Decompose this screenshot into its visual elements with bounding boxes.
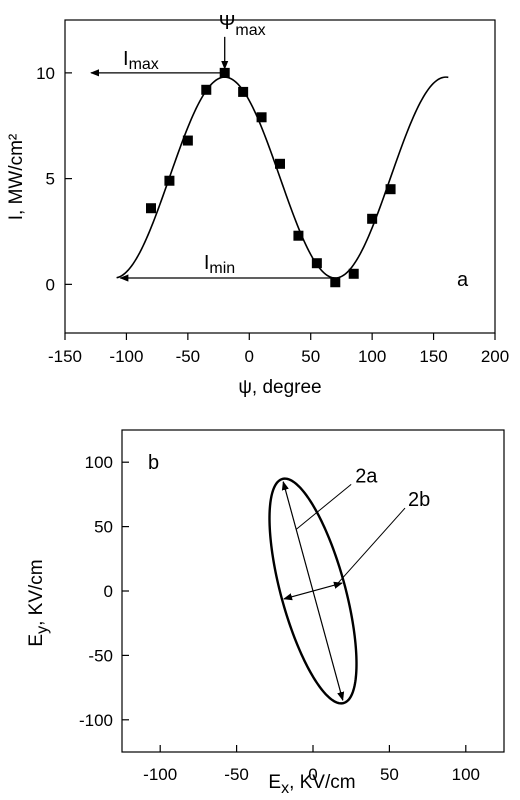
i-max-subscript: max xyxy=(129,56,159,73)
panel-a-y-axis-label: I, MW/cm² xyxy=(6,134,27,221)
panel-a-y-ticks: 0 5 10 xyxy=(36,64,72,294)
panel-b-y-axis-label: Ey, KV/cm xyxy=(26,559,51,646)
panel-b-x-tick-label: -100 xyxy=(143,765,177,784)
i-max-label: Imax xyxy=(123,48,159,73)
panel-a: -150 -100 -50 0 50 100 150 200 0 5 10 Ψmax Imax I… xyxy=(6,12,509,398)
data-point xyxy=(146,203,156,213)
panel-b-y-tick-label: 0 xyxy=(104,582,113,601)
psi-max-symbol: Ψ xyxy=(219,12,236,34)
panel-a-x-ticks: -150 -100 -50 0 50 100 150 200 xyxy=(48,333,509,366)
panel-a-x-tick-label: 150 xyxy=(419,347,447,366)
ey-rest: , KV/cm xyxy=(26,559,47,626)
i-min-subscript: min xyxy=(209,260,235,277)
label-2b: 2b xyxy=(408,489,430,511)
panel-a-x-tick-label: -100 xyxy=(109,347,143,366)
panel-a-x-tick-label: 0 xyxy=(245,347,254,366)
ex-sub: x xyxy=(281,780,289,797)
i-min-label: Imin xyxy=(204,252,235,277)
leader-line-2b xyxy=(338,508,405,583)
panel-b-y-tick-label: 50 xyxy=(94,518,113,537)
data-point xyxy=(349,269,359,279)
panel-a-y-tick-label: 10 xyxy=(36,64,55,83)
panel-b-y-tick-label: 100 xyxy=(85,453,113,472)
ex-main: E xyxy=(268,772,281,793)
panel-a-x-tick-label: -150 xyxy=(48,347,82,366)
panel-b-y-tick-label: -50 xyxy=(88,646,113,665)
data-point xyxy=(201,85,211,95)
panel-b-x-tick-label: -50 xyxy=(224,765,249,784)
psi-max-subscript: max xyxy=(235,22,265,39)
data-point xyxy=(257,112,267,122)
panel-b-y-tick-label: -100 xyxy=(79,711,113,730)
panel-b-x-axis-label: Ex, KV/cm xyxy=(268,772,355,797)
ey-main: E xyxy=(26,634,47,647)
data-point xyxy=(183,136,193,146)
panel-a-x-tick-label: 50 xyxy=(301,347,320,366)
data-point xyxy=(164,176,174,186)
panel-a-x-tick-label: 200 xyxy=(481,347,509,366)
data-point xyxy=(367,214,377,224)
label-2a: 2a xyxy=(355,465,378,487)
panel-a-x-tick-label: -50 xyxy=(176,347,201,366)
panel-b-x-tick-label: 50 xyxy=(380,765,399,784)
panel-a-letter: a xyxy=(457,269,469,291)
data-point xyxy=(386,184,396,194)
ey-sub: y xyxy=(34,626,51,634)
data-point xyxy=(312,258,322,268)
data-point xyxy=(238,87,248,97)
panel-a-y-tick-label: 0 xyxy=(46,275,55,294)
data-point xyxy=(330,277,340,287)
panel-a-x-tick-label: 100 xyxy=(358,347,386,366)
panel-a-y-tick-label: 5 xyxy=(46,170,55,189)
panel-b-x-tick-label: 100 xyxy=(452,765,480,784)
panel-b-letter: b xyxy=(148,452,159,474)
panel-a-data-points xyxy=(146,68,396,287)
psi-max-label: Ψmax xyxy=(219,12,266,39)
data-point xyxy=(275,159,285,169)
data-point xyxy=(293,231,303,241)
ex-rest: , KV/cm xyxy=(289,772,356,793)
minor-axis-arrow xyxy=(284,583,342,599)
panel-a-x-axis-label: ψ, degree xyxy=(238,377,321,398)
